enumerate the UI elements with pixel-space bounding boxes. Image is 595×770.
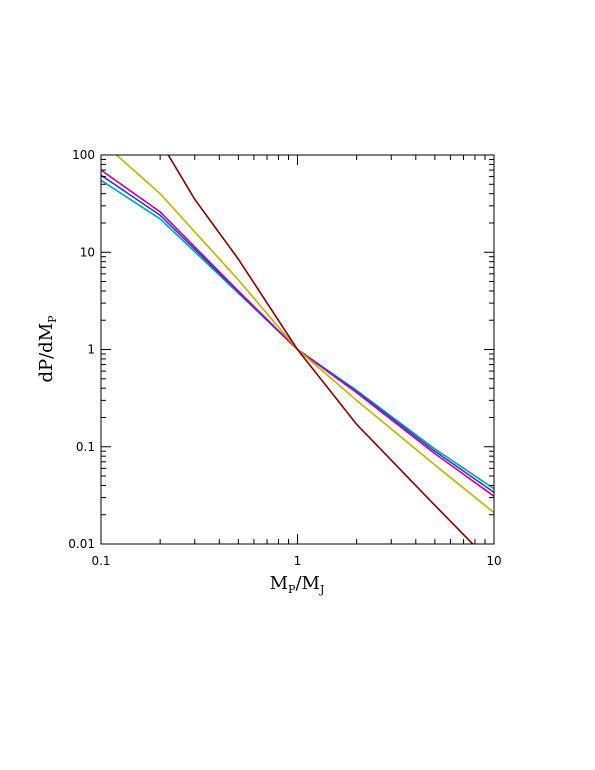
x-tick-label: 1 bbox=[294, 554, 302, 568]
x-axis-label-sub1: P bbox=[288, 583, 296, 596]
series-line-4 bbox=[115, 155, 494, 514]
series-line-1 bbox=[101, 179, 494, 490]
x-axis-label-sub2: J bbox=[319, 583, 324, 596]
y-tick-label: 0.01 bbox=[68, 537, 95, 551]
series-layer bbox=[101, 155, 494, 544]
x-tick-label: 0.1 bbox=[91, 554, 110, 568]
y-axis-label: dP/dMP bbox=[36, 315, 59, 383]
x-axis-label: MP/MJ bbox=[270, 573, 325, 596]
x-axis-label-main: M bbox=[270, 573, 288, 594]
ticks-layer bbox=[100, 154, 495, 545]
y-tick-label: 100 bbox=[72, 148, 95, 162]
tick-labels-layer: 0.1 1 10 0.01 0.1 1 10 100 bbox=[68, 148, 501, 568]
y-tick-label: 10 bbox=[80, 245, 95, 259]
series-line-2 bbox=[101, 174, 494, 493]
y-axis-label-main: dP/dM bbox=[36, 323, 57, 383]
y-axis-label-sub: P bbox=[46, 315, 59, 323]
y-tick-label: 0.1 bbox=[76, 440, 95, 454]
y-tick-label: 1 bbox=[87, 343, 95, 357]
x-tick-label: 10 bbox=[486, 554, 501, 568]
x-axis-label-sep: /M bbox=[295, 573, 320, 594]
series-line-5 bbox=[167, 155, 474, 544]
